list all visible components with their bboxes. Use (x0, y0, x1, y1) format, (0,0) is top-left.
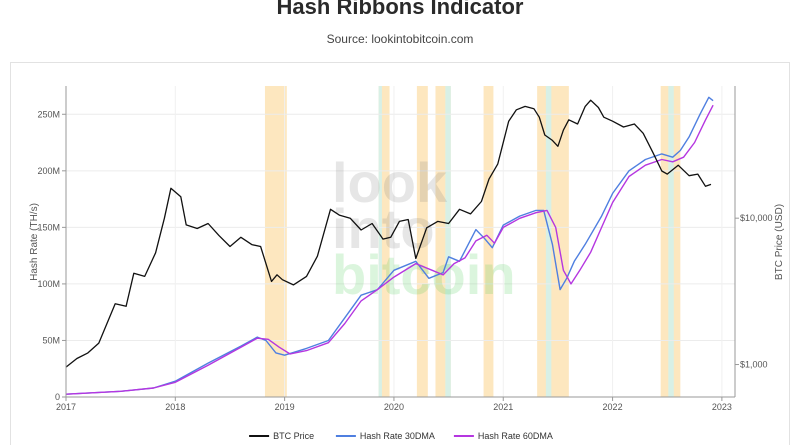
capitulation-band-0 (264, 86, 287, 397)
x-tick-label-3: 2020 (384, 402, 404, 412)
watermark-look: look (332, 151, 448, 214)
x-tick-label-5: 2022 (603, 402, 623, 412)
watermark-bitcoin: bitcoin (332, 243, 516, 306)
capitulation-band-5 (537, 86, 569, 397)
y2-tick-label-1: $10,000 (740, 213, 773, 223)
x-tick-label-6: 2023 (712, 402, 732, 412)
y-tick-label-2: 100M (37, 279, 60, 289)
watermark-into: into (332, 197, 435, 260)
axes: 2017 2018 2019 2020 2021 2022 2023 0 50M 100M 150M… (37, 86, 773, 412)
series-line-hash-rate-60dma (65, 104, 714, 395)
series-lines (65, 96, 714, 395)
capitulation-band-4 (483, 86, 494, 397)
y-tick-label-3: 150M (37, 222, 60, 232)
recovery-band-3 (668, 86, 674, 397)
capitulation-band-1 (378, 86, 390, 397)
legend-label-hash-rate-30dma: Hash Rate 30DMA (360, 431, 435, 441)
legend-label-hash-rate-60dma: Hash Rate 60DMA (478, 431, 553, 441)
legend: BTC Price Hash Rate 30DMA Hash Rate 60DMA (249, 431, 553, 441)
y-tick-label-5: 250M (37, 109, 60, 119)
recovery-band-1 (445, 86, 451, 397)
y2-axis-label: BTC Price (USD) (774, 204, 785, 280)
series-line-btc-price (65, 99, 712, 368)
x-tick-label-2: 2019 (275, 402, 295, 412)
x-tick-label-1: 2018 (165, 402, 185, 412)
y2-tick-label-0: $1,000 (740, 360, 768, 370)
y-tick-label-0: 0 (55, 392, 60, 402)
watermark: look into bitcoin (332, 151, 516, 306)
y-tick-label-4: 200M (37, 166, 60, 176)
recovery-band-2 (545, 86, 552, 397)
y-axis-label: Hash Rate (TH/s) (29, 203, 40, 281)
recovery-band-0 (378, 86, 382, 397)
chart-title: Hash Ribbons Indicator (276, 0, 524, 19)
legend-label-btc-price: BTC Price (273, 431, 314, 441)
series-line-hash-rate-30dma (65, 96, 714, 395)
y-tick-label-1: 50M (42, 335, 60, 345)
chart-frame (10, 62, 790, 445)
signal-bands (264, 86, 681, 397)
chart-subtitle: Source: lookintobitcoin.com (326, 32, 474, 46)
x-tick-label-0: 2017 (56, 402, 76, 412)
x-tick-label-4: 2021 (493, 402, 513, 412)
